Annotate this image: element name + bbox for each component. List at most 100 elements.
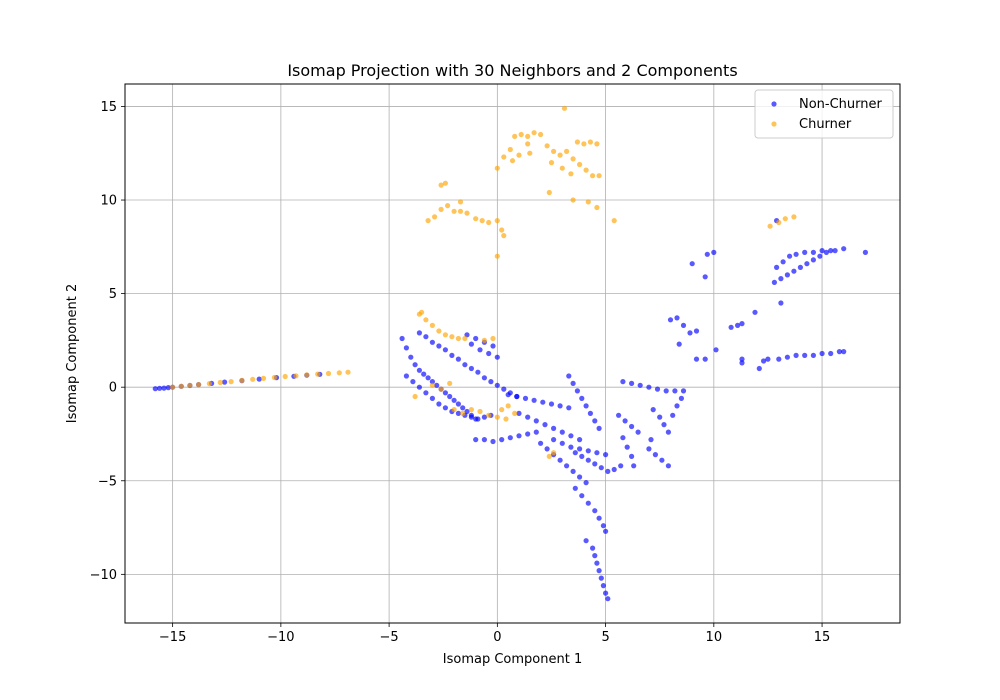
data-point — [187, 382, 193, 388]
data-point — [527, 150, 533, 156]
data-point — [598, 575, 604, 581]
data-point — [315, 371, 321, 377]
data-point — [481, 337, 487, 343]
chart-title: Isomap Projection with 30 Neighbors and … — [287, 61, 737, 80]
data-point — [702, 356, 708, 362]
data-point — [438, 182, 444, 188]
data-point — [778, 276, 784, 282]
data-point — [455, 410, 461, 416]
data-point — [468, 341, 474, 347]
data-point — [516, 410, 522, 416]
data-point — [559, 165, 565, 171]
data-point — [416, 330, 422, 336]
data-point — [416, 367, 422, 373]
data-point — [403, 345, 409, 351]
data-point — [832, 248, 838, 254]
data-point — [544, 446, 550, 452]
data-point — [605, 468, 611, 474]
data-point — [579, 453, 585, 459]
data-point — [646, 384, 652, 390]
data-point — [590, 545, 596, 551]
data-point — [594, 204, 600, 211]
data-point — [157, 385, 163, 391]
data-point — [793, 352, 799, 358]
data-point — [455, 401, 461, 407]
data-point — [468, 414, 474, 420]
data-point — [548, 160, 555, 166]
data-point — [704, 251, 710, 257]
series-churner — [170, 105, 797, 459]
data-point — [165, 385, 171, 391]
data-point — [765, 356, 771, 362]
plot-frame — [124, 83, 901, 624]
data-point — [419, 309, 425, 315]
data-point — [423, 334, 429, 340]
data-point — [616, 412, 622, 418]
data-point — [592, 553, 598, 559]
data-point — [468, 365, 474, 372]
data-point — [546, 453, 552, 459]
data-point — [412, 393, 418, 400]
data-point — [810, 249, 817, 255]
legend: Non-Churner Churner — [754, 89, 894, 139]
data-point — [739, 360, 745, 366]
data-point — [739, 356, 745, 362]
data-point — [501, 233, 507, 239]
data-point — [499, 227, 505, 233]
y-tick-label: 10 — [100, 194, 117, 209]
data-point — [271, 374, 277, 381]
data-point — [577, 161, 583, 168]
data-point — [447, 393, 453, 400]
data-point — [622, 418, 628, 424]
data-point — [490, 335, 496, 342]
data-point — [728, 324, 734, 330]
data-point — [761, 358, 767, 364]
data-point — [810, 352, 817, 358]
data-point — [533, 418, 539, 424]
data-point — [574, 139, 581, 145]
x-tick-label: −5 — [380, 630, 399, 645]
data-point — [222, 379, 228, 385]
data-point — [629, 380, 635, 386]
data-point — [475, 416, 481, 422]
data-point — [587, 410, 594, 416]
data-point — [583, 480, 589, 486]
data-point — [460, 405, 466, 411]
data-point — [583, 167, 589, 173]
data-point — [577, 446, 583, 452]
data-point — [841, 246, 847, 252]
data-point — [345, 369, 351, 375]
data-point — [603, 590, 609, 596]
data-point — [522, 395, 529, 401]
data-point — [260, 375, 267, 381]
data-point — [787, 253, 793, 259]
x-tick-label: −10 — [267, 630, 294, 645]
data-point — [804, 261, 810, 267]
data-point — [206, 381, 212, 387]
data-point — [494, 354, 500, 360]
data-point — [505, 403, 511, 409]
data-point — [525, 414, 531, 420]
data-point — [776, 219, 782, 226]
data-point — [592, 508, 598, 514]
data-point — [464, 408, 470, 415]
data-point — [693, 328, 700, 334]
data-point — [680, 322, 687, 328]
data-point — [592, 418, 598, 424]
y-tick-label: −10 — [90, 568, 117, 583]
data-point — [756, 365, 762, 372]
data-point — [516, 433, 522, 439]
data-point — [512, 133, 518, 139]
data-point — [525, 133, 531, 139]
data-point — [564, 148, 570, 154]
x-tick-label: 15 — [814, 630, 831, 645]
data-point — [559, 440, 565, 446]
data-point — [451, 397, 457, 403]
data-point — [477, 347, 483, 353]
data-point — [538, 131, 544, 138]
data-point — [670, 412, 676, 418]
data-point — [449, 334, 455, 340]
data-point — [566, 405, 572, 411]
data-point — [693, 356, 700, 362]
